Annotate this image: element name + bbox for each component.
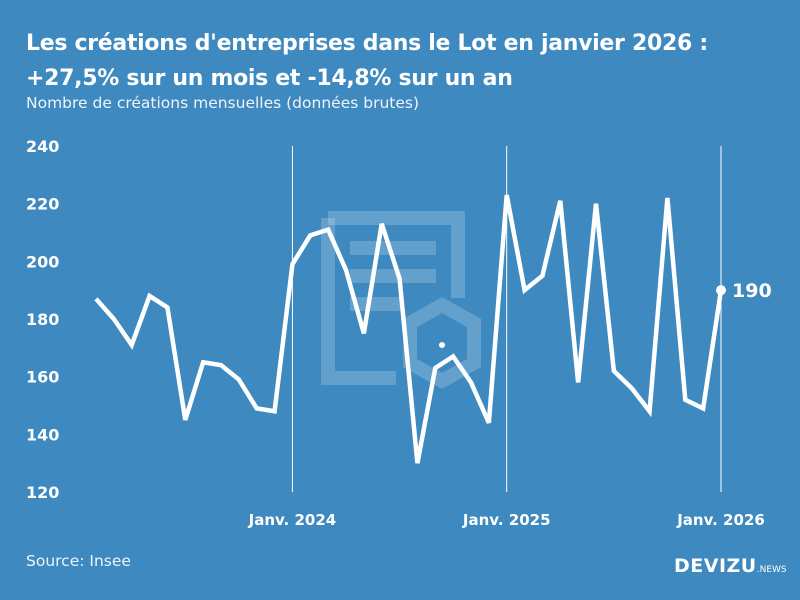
chart-subtitle: Nombre de créations mensuelles (données …: [26, 94, 420, 112]
x-tick-label: Janv. 2026: [676, 511, 765, 529]
y-tick-label: 240: [26, 137, 59, 156]
y-tick-label: 120: [26, 483, 59, 502]
chart-title: Les créations d'entreprises dans le Lot …: [26, 26, 708, 96]
y-tick-label: 180: [26, 310, 59, 329]
last-value-label: 190: [732, 280, 772, 302]
last-point-marker: [716, 285, 726, 296]
x-tick-label: Janv. 2024: [248, 511, 337, 529]
y-tick-label: 220: [26, 195, 59, 214]
devizu-logo: DEVIZU.NEWS: [674, 555, 787, 577]
logo-main: DEVIZU: [674, 555, 757, 577]
y-tick-label: 160: [26, 368, 59, 387]
title-line-2: +27,5% sur un mois et -14,8% sur un an: [26, 66, 513, 91]
title-line-1: Les créations d'entreprises dans le Lot …: [26, 31, 708, 56]
y-tick-label: 140: [26, 425, 59, 444]
watermark-icon: [321, 211, 481, 390]
source-note: Source: Insee: [26, 552, 131, 570]
series-line: [94, 194, 724, 464]
y-tick-label: 200: [26, 252, 59, 271]
x-tick-label: Janv. 2025: [462, 511, 551, 529]
logo-suffix: .NEWS: [756, 565, 787, 575]
